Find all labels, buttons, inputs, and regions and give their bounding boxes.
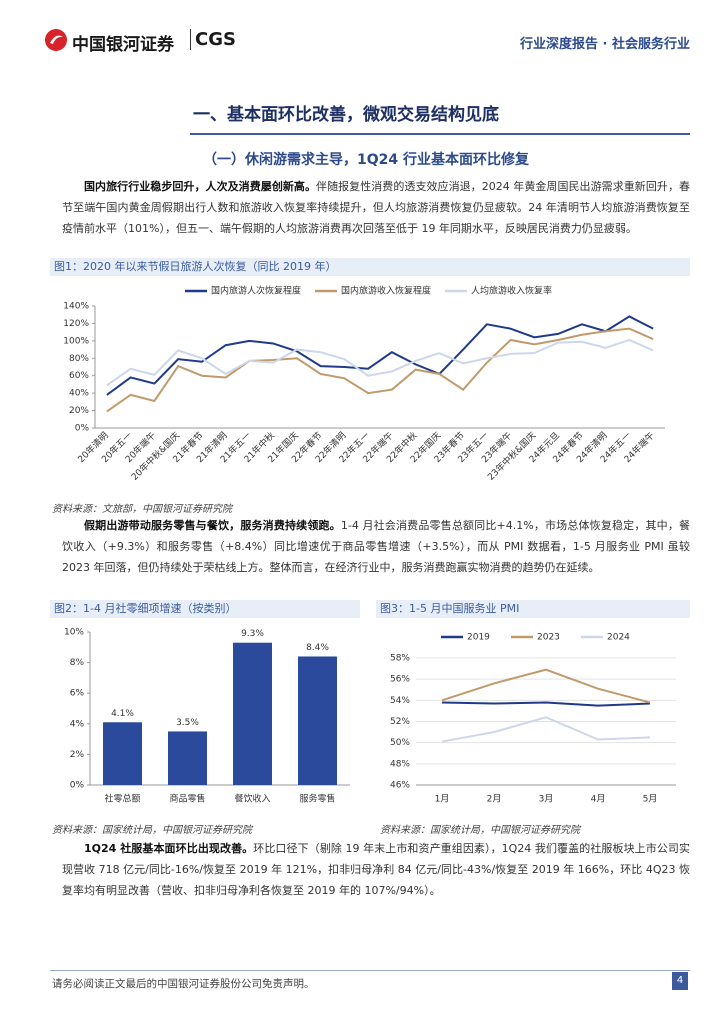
figure-title: 图1：2020 年以来节假日旅游人次恢复（同比 2019 年） bbox=[50, 258, 690, 276]
legend-label: 2024 bbox=[607, 633, 630, 643]
chart: 0%20%40%60%80%100%120%140%20年清明20年五一20年端… bbox=[63, 285, 665, 483]
y-tick-label: 4% bbox=[70, 719, 85, 729]
y-tick-label: 0% bbox=[75, 424, 90, 434]
bar bbox=[103, 722, 142, 785]
x-tick-label: 1月 bbox=[435, 794, 450, 805]
bar bbox=[168, 731, 207, 785]
y-tick-label: 40% bbox=[69, 389, 89, 399]
data-label: 4.1% bbox=[111, 709, 134, 719]
brand-en: CGS bbox=[190, 29, 236, 50]
y-tick-label: 56% bbox=[390, 675, 410, 685]
x-tick-label: 服务零售 bbox=[299, 793, 335, 805]
legend-label: 人均旅游收入恢复率 bbox=[471, 285, 552, 297]
source: 资料来源：国家统计局，中国银河证券研究院 bbox=[52, 825, 252, 836]
legend-label: 国内旅游收入恢复程度 bbox=[341, 285, 431, 297]
paragraph: 国内旅行行业稳步回升，人次及消费屡创新高。伴随报复性消费的透支效应消退，2024… bbox=[62, 176, 690, 239]
disclaimer: 请务必阅读正文最后的中国银河证券股份公司免责声明。 bbox=[52, 978, 315, 990]
data-label: 9.3% bbox=[241, 629, 264, 639]
subsection-title: （一）休闲游需求主导，1Q24 行业基本面环比修复 bbox=[203, 152, 529, 168]
y-tick-label: 52% bbox=[390, 717, 410, 727]
y-tick-label: 2% bbox=[70, 750, 85, 760]
y-tick-label: 0% bbox=[70, 781, 85, 791]
y-tick-label: 100% bbox=[63, 336, 89, 346]
line-series bbox=[106, 327, 654, 413]
lead: 国内旅行行业稳步回升，人次及消费屡创新高。 bbox=[84, 180, 317, 193]
y-tick-label: 6% bbox=[70, 689, 85, 699]
line-series bbox=[441, 716, 651, 743]
y-tick-label: 50% bbox=[390, 738, 410, 748]
footer-line bbox=[50, 970, 690, 971]
y-tick-label: 140% bbox=[63, 302, 89, 312]
x-tick-label: 5月 bbox=[643, 794, 658, 805]
page-number: 4 bbox=[672, 972, 688, 990]
body: 1-4 月社会消费品零售总额同比+4.1%，市场总体恢复稳定，其中，餐饮收入（+… bbox=[62, 519, 691, 574]
x-tick-label: 餐饮收入 bbox=[234, 793, 270, 805]
y-tick-label: 20% bbox=[69, 406, 89, 416]
body: 伴随报复性消费的透支效应消退，2024 年黄金周国民出游需求重新回升，春节至端午… bbox=[62, 180, 690, 235]
data-label: 8.4% bbox=[306, 643, 329, 653]
y-tick-label: 60% bbox=[69, 371, 89, 381]
data-label: 3.5% bbox=[176, 718, 199, 728]
brand: 中国银河证券 bbox=[72, 35, 174, 55]
y-tick-label: 120% bbox=[63, 319, 89, 329]
y-tick-label: 48% bbox=[390, 759, 410, 769]
chart: 46% 48% 50% 52% 54% 56% 58% 1月 2月 3月 4月 5月 2019 2023 2… bbox=[390, 633, 676, 805]
source: 资料来源：国家统计局，中国银河证券研究院 bbox=[380, 825, 580, 836]
y-tick-label: 54% bbox=[390, 696, 410, 706]
bar bbox=[233, 642, 272, 785]
figure-title: 图2：1-4 月社零细项增速（按类别） bbox=[50, 600, 360, 618]
lead: 假期出游带动服务零售与餐饮，服务消费持续领跑。 bbox=[84, 519, 341, 532]
figure-title: 图3：1-5 月中国服务业 PMI bbox=[376, 600, 690, 618]
line-series bbox=[106, 315, 654, 396]
legend-label: 2023 bbox=[537, 633, 560, 643]
section-title: 一、基本面环比改善，微观交易结构见底 bbox=[193, 105, 499, 125]
source: 资料来源：文旅部，中国银河证券研究院 bbox=[52, 504, 232, 515]
x-tick-label: 商品零售 bbox=[169, 793, 205, 805]
paragraph: 假期出游带动服务零售与餐饮，服务消费持续领跑。1-4 月社会消费品零售总额同比+… bbox=[62, 515, 690, 578]
paragraph: 1Q24 社服基本面环比出现改善。环比口径下（剔除 19 年末上市和资产重组因素… bbox=[62, 838, 690, 901]
divider bbox=[190, 133, 690, 135]
y-tick-label: 58% bbox=[390, 654, 410, 664]
line-series bbox=[441, 701, 651, 707]
x-tick-label: 社零总额 bbox=[104, 793, 140, 805]
x-tick-label: 3月 bbox=[539, 794, 554, 805]
x-tick-label: 4月 bbox=[591, 794, 606, 805]
lead: 1Q24 社服基本面环比出现改善。 bbox=[84, 842, 254, 855]
y-tick-label: 46% bbox=[390, 781, 410, 791]
y-tick-label: 8% bbox=[70, 658, 85, 668]
x-tick-label: 2月 bbox=[487, 794, 502, 805]
y-tick-label: 80% bbox=[69, 354, 89, 364]
bar bbox=[298, 656, 337, 785]
body: 环比口径下（剔除 19 年末上市和资产重组因素），1Q24 我们覆盖的社服板块上… bbox=[62, 842, 690, 897]
legend-label: 2019 bbox=[467, 633, 490, 643]
y-tick-label: 10% bbox=[64, 628, 84, 638]
logo-icon bbox=[45, 29, 67, 51]
chart: 0% 2% 4% 6% 8% 10% 社零总额 商品零售 餐饮收入 服务零售 4.1% 3.5% 9.3… bbox=[64, 628, 350, 805]
legend-label: 国内旅游人次恢复程度 bbox=[211, 285, 301, 297]
report-type: 行业深度报告 · 社会服务行业 bbox=[520, 37, 690, 52]
line-series bbox=[106, 338, 654, 387]
line-series bbox=[441, 668, 651, 704]
